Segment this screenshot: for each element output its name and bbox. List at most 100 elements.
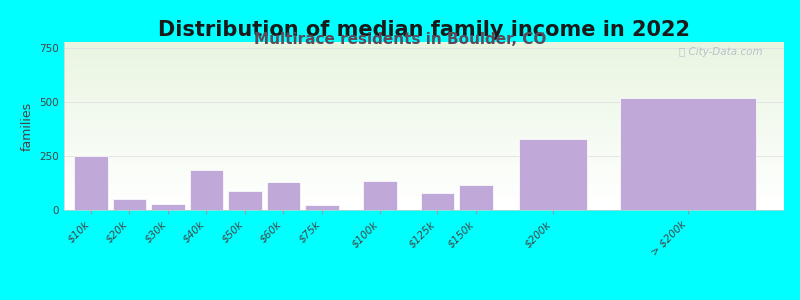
Bar xyxy=(64,202,784,203)
Bar xyxy=(64,204,784,205)
Bar xyxy=(64,191,784,192)
Bar xyxy=(64,201,784,202)
Bar xyxy=(64,110,784,111)
Bar xyxy=(64,75,784,76)
Bar xyxy=(64,63,784,64)
Bar xyxy=(64,80,784,81)
Bar xyxy=(64,122,784,123)
Bar xyxy=(64,47,784,48)
Bar xyxy=(64,79,784,80)
Bar xyxy=(64,104,784,105)
Bar xyxy=(64,57,784,58)
Bar xyxy=(64,203,784,204)
Bar xyxy=(64,95,784,96)
Bar xyxy=(64,121,784,122)
Bar xyxy=(64,209,784,210)
Bar xyxy=(64,152,784,153)
Bar xyxy=(64,100,784,101)
Bar xyxy=(64,154,784,155)
Bar xyxy=(64,73,784,74)
Bar xyxy=(64,169,784,170)
Bar xyxy=(64,126,784,127)
Bar xyxy=(64,198,784,199)
Bar xyxy=(64,161,784,162)
Bar xyxy=(64,190,784,191)
Bar xyxy=(64,94,784,95)
Bar xyxy=(64,171,784,172)
Bar xyxy=(64,159,784,160)
Bar xyxy=(64,173,784,174)
Bar xyxy=(421,193,454,210)
Bar xyxy=(64,130,784,131)
Bar xyxy=(64,114,784,115)
Bar xyxy=(64,120,784,121)
Bar xyxy=(64,144,784,145)
Bar xyxy=(64,97,784,98)
Bar xyxy=(459,185,493,210)
Bar xyxy=(64,85,784,86)
Bar xyxy=(64,103,784,104)
Bar xyxy=(64,158,784,159)
Bar xyxy=(64,66,784,67)
Bar xyxy=(64,127,784,128)
Bar xyxy=(64,118,784,119)
Bar xyxy=(64,155,784,156)
Bar xyxy=(64,81,784,82)
Bar xyxy=(64,185,784,186)
Bar xyxy=(64,62,784,63)
Bar xyxy=(190,170,223,210)
Bar xyxy=(64,51,784,52)
Bar xyxy=(64,118,784,119)
Bar xyxy=(64,162,784,163)
Bar xyxy=(64,151,784,152)
Bar xyxy=(64,43,784,44)
Bar xyxy=(113,199,146,210)
Bar xyxy=(64,42,784,43)
Bar xyxy=(64,86,784,87)
Bar xyxy=(64,45,784,46)
Bar xyxy=(64,89,784,90)
Bar xyxy=(64,170,784,171)
Bar xyxy=(64,137,784,138)
Bar xyxy=(64,65,784,66)
Bar xyxy=(64,54,784,55)
Bar xyxy=(64,157,784,158)
Bar xyxy=(64,131,784,132)
Bar xyxy=(64,197,784,198)
Bar xyxy=(64,202,784,203)
Bar xyxy=(64,111,784,112)
Bar xyxy=(64,181,784,182)
Bar xyxy=(64,108,784,109)
Bar xyxy=(151,204,185,210)
Bar xyxy=(64,142,784,143)
Bar xyxy=(64,147,784,148)
Bar xyxy=(64,175,784,176)
Bar xyxy=(64,70,784,71)
Bar xyxy=(64,136,784,137)
Bar xyxy=(64,140,784,141)
Bar xyxy=(64,82,784,83)
Bar xyxy=(64,156,784,157)
Bar xyxy=(64,167,784,168)
Bar xyxy=(64,196,784,197)
Bar xyxy=(64,67,784,68)
Bar xyxy=(64,168,784,169)
Bar xyxy=(64,53,784,54)
Bar xyxy=(64,124,784,125)
Bar xyxy=(64,164,784,165)
Bar xyxy=(64,96,784,97)
Bar xyxy=(64,50,784,51)
Bar xyxy=(64,59,784,60)
Bar xyxy=(64,99,784,100)
Bar xyxy=(64,195,784,196)
Bar xyxy=(64,160,784,161)
Bar xyxy=(64,83,784,84)
Bar xyxy=(64,46,784,47)
Bar xyxy=(64,182,784,183)
Bar xyxy=(64,123,784,124)
Bar xyxy=(64,141,784,142)
Bar xyxy=(64,102,784,103)
Bar xyxy=(64,48,784,49)
Bar xyxy=(64,117,784,118)
Bar xyxy=(64,174,784,175)
